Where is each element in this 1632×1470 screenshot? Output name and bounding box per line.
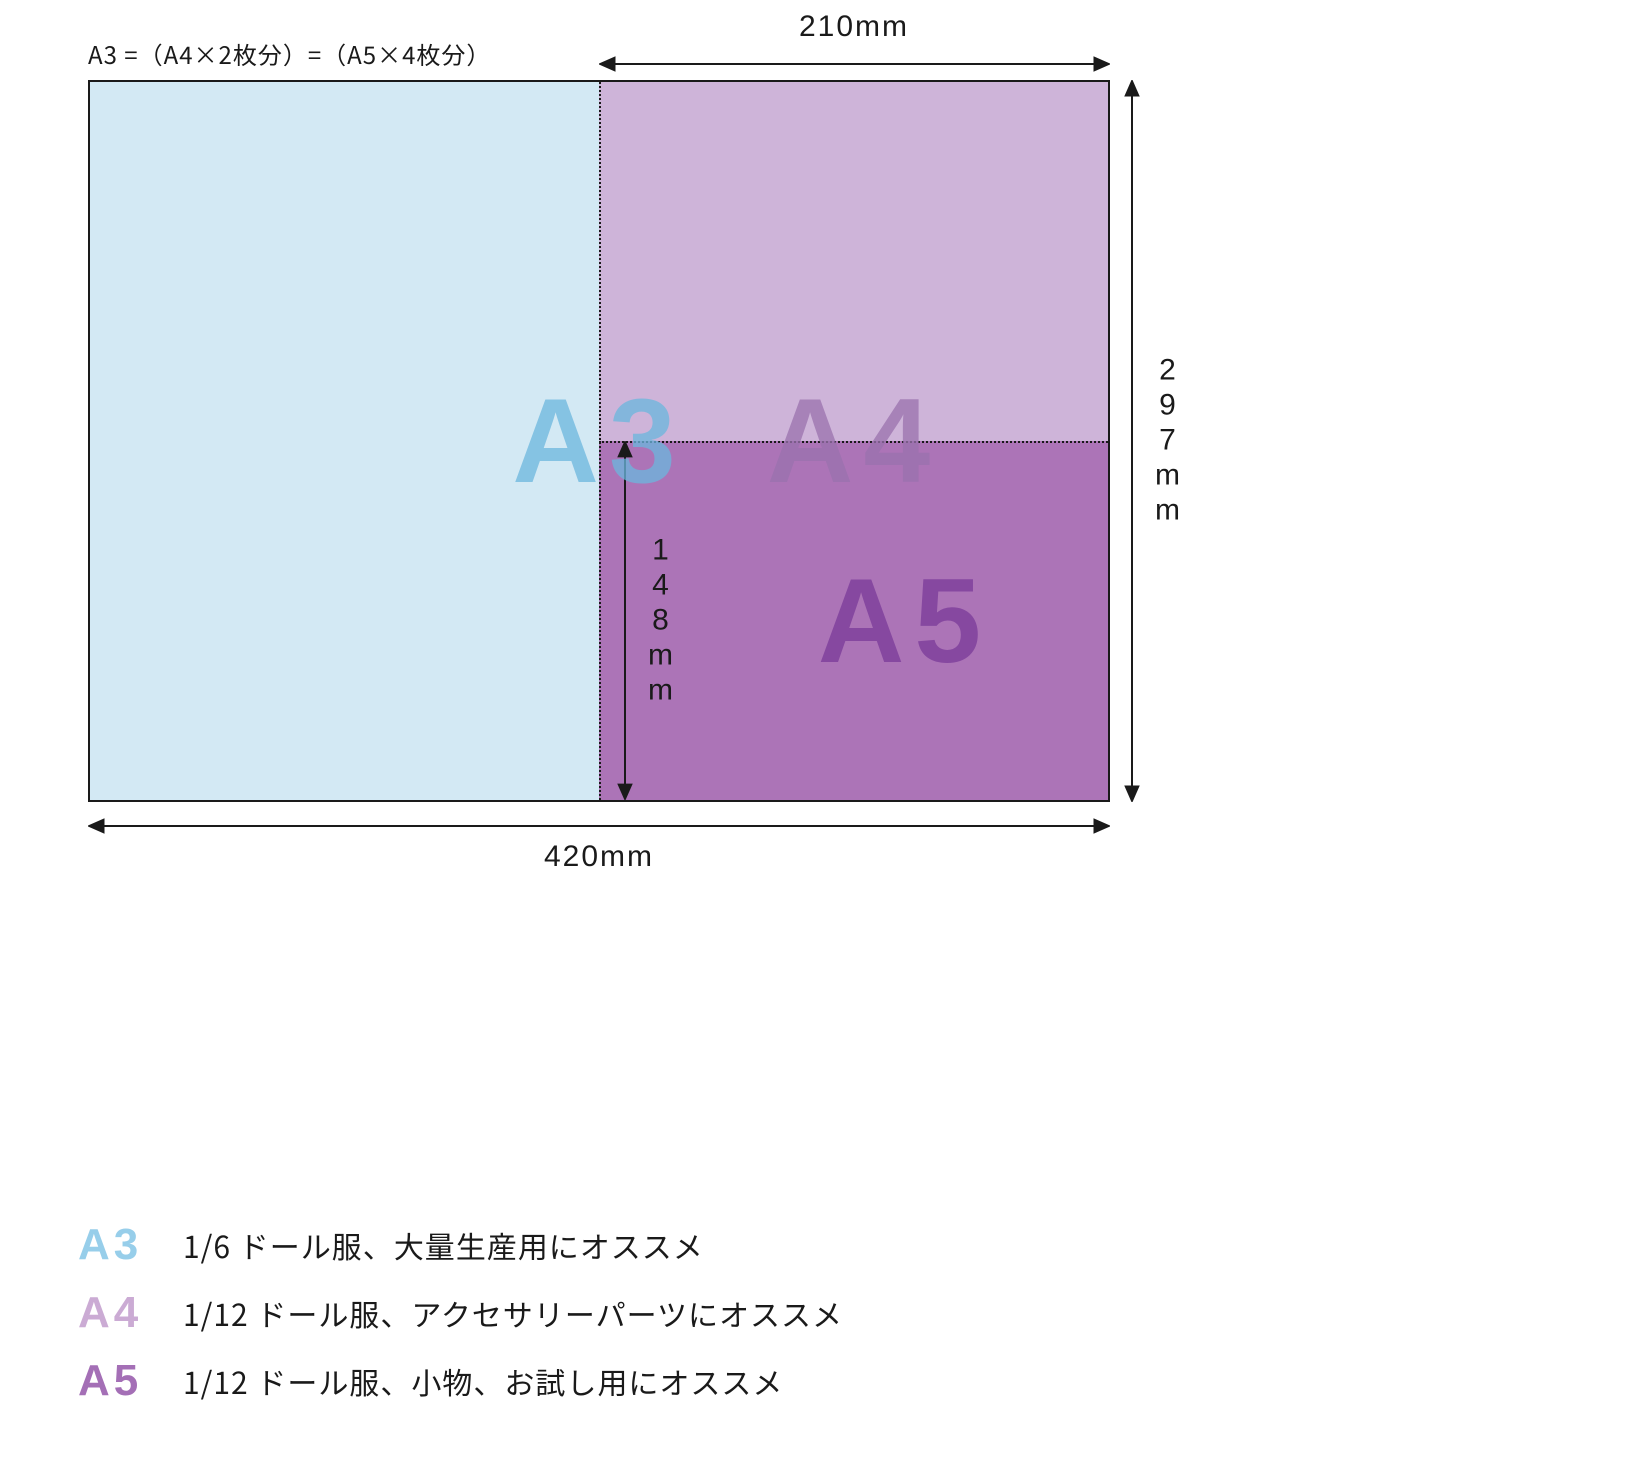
legend-key: A3 — [78, 1220, 183, 1270]
legend-key: A5 — [78, 1356, 183, 1406]
dim-bottom-arrow — [88, 814, 1110, 838]
legend-desc: 1/6 ドール服、大量生産用にオススメ — [183, 1223, 704, 1267]
formula-text: A3 =（A4×2枚分）=（A5×4枚分） — [88, 36, 491, 71]
legend: A3 1/6 ドール服、大量生産用にオススメ A4 1/12 ドール服、アクセサ… — [78, 1220, 843, 1424]
legend-row-a5: A5 1/12 ドール服、小物、お試し用にオススメ — [78, 1356, 843, 1406]
dim-right-arrow — [1120, 80, 1144, 802]
a4-label: A4 — [767, 372, 940, 510]
legend-row-a3: A3 1/6 ドール服、大量生産用にオススメ — [78, 1220, 843, 1270]
dim-top-arrow — [599, 52, 1110, 76]
a5-label: A5 — [818, 552, 991, 690]
dim-right-label: 297mm — [1150, 354, 1184, 529]
dim-a5-label: 148mm — [643, 533, 677, 708]
paper-size-diagram: 148mm A3 A4 A5 — [88, 80, 1110, 802]
dim-bottom-label: 420mm — [544, 840, 654, 874]
a3-label: A3 — [512, 372, 685, 510]
legend-row-a4: A4 1/12 ドール服、アクセサリーパーツにオススメ — [78, 1288, 843, 1338]
legend-desc: 1/12 ドール服、小物、お試し用にオススメ — [183, 1359, 783, 1403]
dim-top-label: 210mm — [799, 10, 909, 44]
legend-key: A4 — [78, 1288, 183, 1338]
legend-desc: 1/12 ドール服、アクセサリーパーツにオススメ — [183, 1291, 843, 1335]
